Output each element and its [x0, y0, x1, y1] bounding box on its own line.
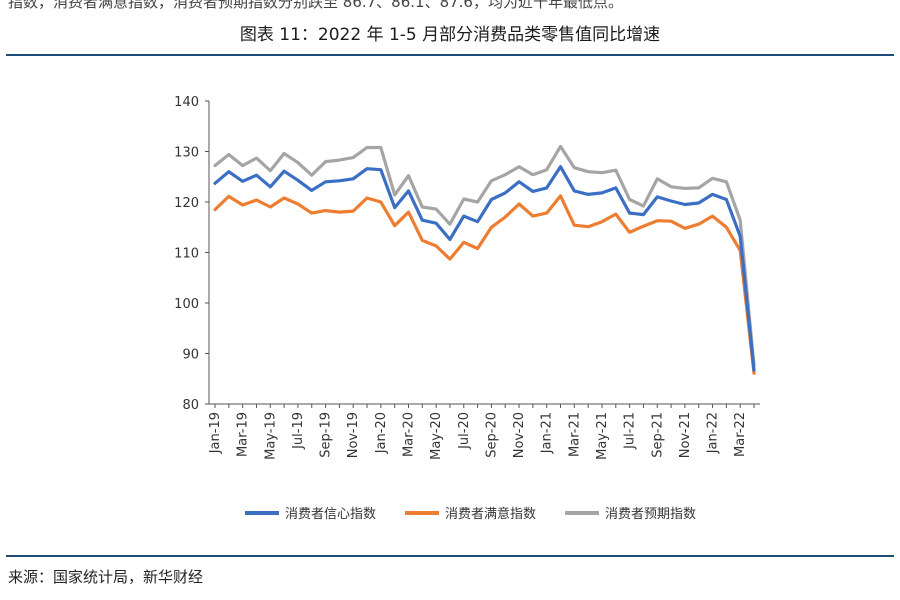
legend: 消费者信心指数 消费者满意指数 消费者预期指数 [245, 506, 696, 522]
x-tick-label: May-21 [595, 412, 610, 460]
x-tick-label: Sep-20 [484, 412, 499, 458]
y-tick-label: 140 [174, 95, 199, 110]
x-tick-label: Mar-22 [733, 412, 748, 457]
series-lines [213, 144, 756, 375]
x-tick-label: Jan-20 [374, 412, 389, 454]
y-tick-label: 130 [174, 146, 199, 161]
x-tick-label: Jul-19 [291, 412, 306, 450]
x-tick-label: Mar-20 [401, 412, 416, 457]
series-line-2 [213, 194, 756, 375]
x-tick-label: Jan-21 [540, 412, 555, 454]
x-tick-label: Nov-20 [512, 412, 527, 458]
x-tick-label: Jul-21 [623, 412, 638, 450]
bottom-divider [6, 555, 894, 557]
top-divider [6, 54, 894, 56]
x-tick-label: Sep-21 [650, 412, 665, 458]
x-tick-label: Jan-22 [706, 412, 721, 454]
x-tick-label: Mar-19 [236, 412, 251, 457]
legend-label-1: 消费者信心指数 [285, 507, 376, 522]
series-line-3 [213, 144, 756, 368]
y-tick-label: 120 [174, 196, 199, 211]
axes [205, 100, 760, 408]
cropped-intro-text: 指数，消费者满意指数，消费者预期指数分别跌至 86.7、86.1、87.6，均为… [8, 0, 623, 11]
y-tick-label: 100 [174, 297, 199, 312]
chart-title: 图表 11：2022 年 1-5 月部分消费品类零售值同比增速 [239, 25, 661, 45]
y-tick-label: 110 [174, 247, 199, 262]
legend-label-2: 消费者满意指数 [445, 506, 536, 522]
x-tick-label: Nov-19 [346, 412, 361, 458]
x-tick-label: Sep-19 [319, 412, 334, 458]
x-tick-label: May-19 [263, 412, 278, 460]
x-tick-label: Jul-20 [457, 412, 472, 450]
series-line-1 [213, 165, 756, 372]
y-tick-labels: 80 90 100 110 120 130 140 [174, 95, 199, 413]
x-tick-label: May-20 [429, 412, 444, 460]
legend-label-3: 消费者预期指数 [605, 507, 696, 522]
x-tick-labels: Jan-19 Mar-19 May-19 Jul-19 Sep-19 Nov-19 Jan-… [208, 412, 748, 460]
source-note: 来源：国家统计局，新华财经 [8, 568, 204, 586]
y-tick-label: 90 [182, 348, 199, 363]
x-tick-label: Jan-19 [208, 412, 223, 454]
x-tick-label: Nov-21 [678, 412, 693, 458]
y-tick-label: 80 [182, 398, 199, 413]
x-tick-label: Mar-21 [567, 412, 582, 457]
